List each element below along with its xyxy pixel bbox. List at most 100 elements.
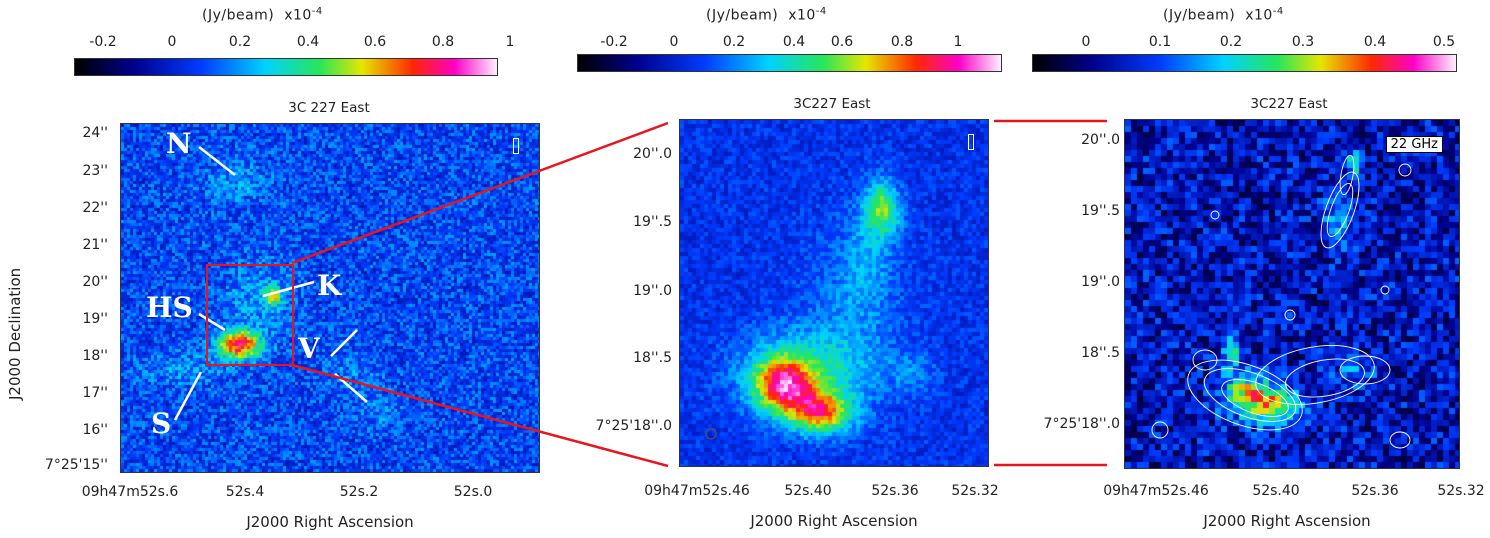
panel-3-ytick: 19''.5 xyxy=(1081,203,1120,219)
colorbar-2-exp: -4 xyxy=(815,6,827,17)
zoom-line-top xyxy=(291,121,669,265)
panel-3-xtick: 52s.40 xyxy=(1252,483,1300,499)
panel-1-xtick: 52s.0 xyxy=(453,484,493,500)
contour-line xyxy=(1203,368,1297,422)
colorbar-2-tick: 0.2 xyxy=(722,34,746,50)
leader-s xyxy=(173,371,203,421)
leader-hs xyxy=(198,312,226,332)
contour-line xyxy=(1284,309,1296,321)
colorbar-2-scale: x10 xyxy=(788,7,816,24)
panel-1-x-title: J2000 Right Ascension xyxy=(246,513,414,531)
panel-3-ytick: 18''.5 xyxy=(1081,345,1120,361)
colorbar-3-tick: 0.2 xyxy=(1219,34,1243,50)
panel-3-xtick: 52s.36 xyxy=(1351,483,1399,499)
label-n: N xyxy=(166,127,192,160)
panel-1-ytick: 18'' xyxy=(82,348,108,364)
panel-2-radio-map xyxy=(679,119,989,467)
zoom-box xyxy=(206,264,294,366)
beam-ellipse xyxy=(705,428,717,440)
panel-2-x-title: J2000 Right Ascension xyxy=(750,512,918,530)
panel-3-ytick: 20''.0 xyxy=(1081,132,1120,148)
colorbar-2-tick: 0.4 xyxy=(782,34,806,50)
panel-1-ytick: 17'' xyxy=(82,385,108,401)
contour-line xyxy=(1192,349,1218,371)
colorbar-1-tick: 0.4 xyxy=(296,34,320,50)
panel-1-ytick: 20'' xyxy=(82,274,108,290)
colorbar-1-gradient xyxy=(74,58,498,76)
label-s: S xyxy=(151,407,172,440)
colorbar-3-tick: 0.4 xyxy=(1363,34,1387,50)
panel-2-xtick: 52s.36 xyxy=(871,483,919,499)
colorbar-3-tick: 0 xyxy=(1081,34,1091,50)
contour-line xyxy=(1255,345,1375,405)
colorbar-3-scale: x10 xyxy=(1245,7,1273,24)
colorbar-1-tick: -0.2 xyxy=(89,34,117,50)
colorbar-3-unit: (Jy/beam) xyxy=(1163,7,1236,24)
contour-line xyxy=(1285,358,1365,398)
contour-line xyxy=(1339,154,1355,196)
panel-2-ytick: 19''.5 xyxy=(633,214,672,230)
panel-2-xtick: 52s.32 xyxy=(951,483,999,499)
label-k: K xyxy=(317,269,342,302)
colorbar-1-tick: 0.6 xyxy=(363,34,387,50)
panel-2-title: 3C227 East xyxy=(793,96,871,112)
panel-1-radio-map: N K HS V S xyxy=(120,123,540,473)
panel-1-ytick: 19'' xyxy=(82,311,108,327)
leader-k xyxy=(262,280,315,298)
panel-2-ytick: 20''.0 xyxy=(633,146,672,162)
colorbar-2-gradient xyxy=(577,54,1002,72)
panel-1-title: 3C 227 East xyxy=(288,100,370,116)
panel-3-ytick: 7°25'18''.0 xyxy=(1043,416,1120,432)
colorbar-2-tick: 1 xyxy=(953,34,963,50)
panel-1-ytick: 22'' xyxy=(82,200,108,216)
colorbar-1-tick: 0.8 xyxy=(431,34,455,50)
contour-line xyxy=(1187,359,1303,431)
colorbar-3-exp: -4 xyxy=(1272,6,1284,17)
colorbar-2-tick: -0.2 xyxy=(600,34,628,50)
panel-3-ytick: 19''.0 xyxy=(1081,274,1120,290)
contour-line xyxy=(1326,183,1354,237)
panel-3-contours xyxy=(1151,154,1412,449)
colorbar-1-scale: x10 xyxy=(284,7,312,24)
contour-line xyxy=(1210,210,1220,220)
leader-n xyxy=(198,146,236,176)
frequency-label: 22 GHz xyxy=(1385,136,1443,153)
stokes-i-marker xyxy=(513,138,519,154)
colorbar-1-tick: 0 xyxy=(167,34,177,50)
label-v: V xyxy=(298,332,320,365)
colorbar-1-tick: 0.2 xyxy=(228,34,252,50)
colorbar-3-gradient xyxy=(1032,54,1457,72)
leader-v-upper xyxy=(330,329,358,357)
contour-line xyxy=(1339,355,1391,385)
panel-1-ytick: 21'' xyxy=(82,237,108,253)
colorbar-2-tick: 0 xyxy=(669,34,679,50)
panel-1-annotations xyxy=(173,146,368,421)
panel-2-xtick: 09h47m52s.46 xyxy=(644,483,750,499)
colorbar-2-unit: (Jy/beam) xyxy=(706,7,779,24)
panel-3-xtick: 52s.32 xyxy=(1437,483,1485,499)
zoom-line-bottom xyxy=(291,363,669,468)
colorbar-1-unit: (Jy/beam) xyxy=(202,7,275,24)
contour-line xyxy=(1389,431,1411,449)
panel-3-x-title: J2000 Right Ascension xyxy=(1203,512,1371,530)
panel-3-xtick: 09h47m52s.46 xyxy=(1103,483,1209,499)
panel-2-beam xyxy=(705,428,717,440)
panel-2-ytick: 19''.0 xyxy=(633,283,672,299)
panel-2-ytick: 18''.5 xyxy=(633,350,672,366)
contour-line xyxy=(1151,421,1169,439)
panel-1-ytick: 23'' xyxy=(82,163,108,179)
stokes-i-marker xyxy=(968,134,974,150)
contour-line xyxy=(1221,379,1289,417)
colorbar-2-tick: 0.8 xyxy=(890,34,914,50)
contour-line xyxy=(1380,285,1390,295)
panel-2-ytick: 7°25'18''.0 xyxy=(595,418,672,434)
colorbar-2-tick: 0.6 xyxy=(830,34,854,50)
panel-1-xtick: 09h47m52s.6 xyxy=(81,484,179,500)
panel-1-ytick: 16'' xyxy=(82,422,108,438)
panel-1-xtick: 52s.4 xyxy=(225,484,265,500)
panel-3-title: 3C227 East xyxy=(1250,96,1328,112)
panel-1-xtick: 52s.2 xyxy=(339,484,379,500)
colorbar-1-exp: -4 xyxy=(311,6,323,17)
panel-1-ytick: 7°25'15'' xyxy=(44,457,108,473)
